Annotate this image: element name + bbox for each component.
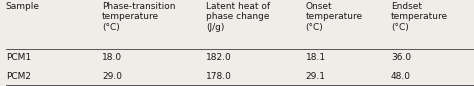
Text: 36.0: 36.0 — [391, 53, 411, 62]
Text: 48.0: 48.0 — [391, 72, 411, 81]
Text: PCM1: PCM1 — [6, 53, 31, 62]
Text: Phase-transition
temperature
(°C): Phase-transition temperature (°C) — [102, 2, 175, 32]
Text: 182.0: 182.0 — [206, 53, 232, 62]
Text: Endset
temperature
(°C): Endset temperature (°C) — [391, 2, 448, 32]
Text: 29.1: 29.1 — [306, 72, 326, 81]
Text: 29.0: 29.0 — [102, 72, 122, 81]
Text: 18.1: 18.1 — [306, 53, 326, 62]
Text: Sample: Sample — [6, 2, 40, 11]
Text: 18.0: 18.0 — [102, 53, 122, 62]
Text: Latent heat of
phase change
(J/g): Latent heat of phase change (J/g) — [206, 2, 270, 32]
Text: PCM2: PCM2 — [6, 72, 31, 81]
Text: 178.0: 178.0 — [206, 72, 232, 81]
Text: Onset
temperature
(°C): Onset temperature (°C) — [306, 2, 363, 32]
